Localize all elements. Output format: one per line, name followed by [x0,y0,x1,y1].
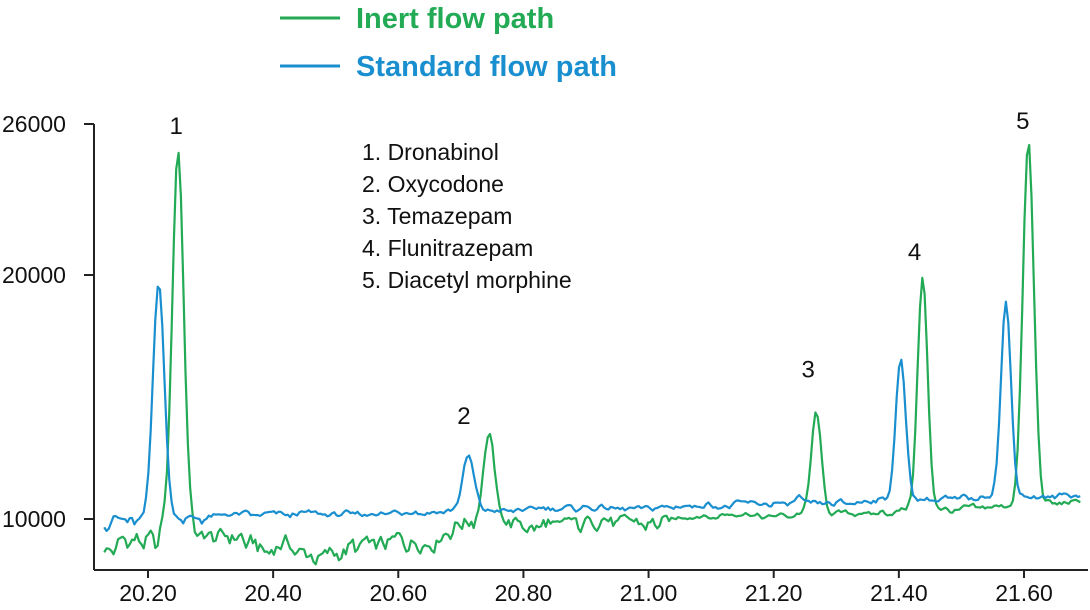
x-tick-label: 21.20 [745,580,803,606]
legend-label-standard: Standard flow path [356,51,617,83]
peak-label-3: 3 [801,356,814,383]
legend-label-inert: Inert flow path [356,3,554,35]
x-tick-label: 20.60 [370,580,428,606]
x-tick-label: 20.80 [495,580,553,606]
x-tick-label: 20.40 [244,580,302,606]
peak-label-2: 2 [457,403,470,430]
peak-label-5: 5 [1016,108,1029,135]
x-tick-label: 21.60 [995,580,1053,606]
axes [93,124,1088,571]
x-tick-label: 20.20 [119,580,177,606]
annotation-line-3: 3. Temazepam [362,203,512,229]
annotation-line-2: 2. Oxycodone [362,171,504,197]
x-tick-label: 21.00 [620,580,678,606]
peak-label-1: 1 [169,113,182,140]
peak-labels: 1 2 3 4 5 [169,108,1029,430]
y-ticks: 26000 20000 10000 [2,111,94,532]
compound-annotation: 1. Dronabinol 2. Oxycodone 3. Temazepam … [362,139,572,293]
x-tick-label: 21.40 [870,580,928,606]
annotation-line-4: 4. Flunitrazepam [362,235,533,261]
y-tick-label: 20000 [2,262,66,288]
legend: Inert flow path Standard flow path [280,3,617,83]
annotation-line-5: 5. Diacetyl morphine [362,267,572,293]
x-ticks: 20.20 20.40 20.60 20.80 21.00 21.20 21.40 21.60 [119,570,1053,606]
peak-label-4: 4 [908,239,921,266]
series-layer [103,143,1081,566]
series-line-inert [103,143,1081,566]
y-tick-label: 10000 [2,506,66,532]
y-tick-label: 26000 [2,111,66,137]
series-line-standard [103,285,1081,532]
annotation-line-1: 1. Dronabinol [362,139,499,165]
